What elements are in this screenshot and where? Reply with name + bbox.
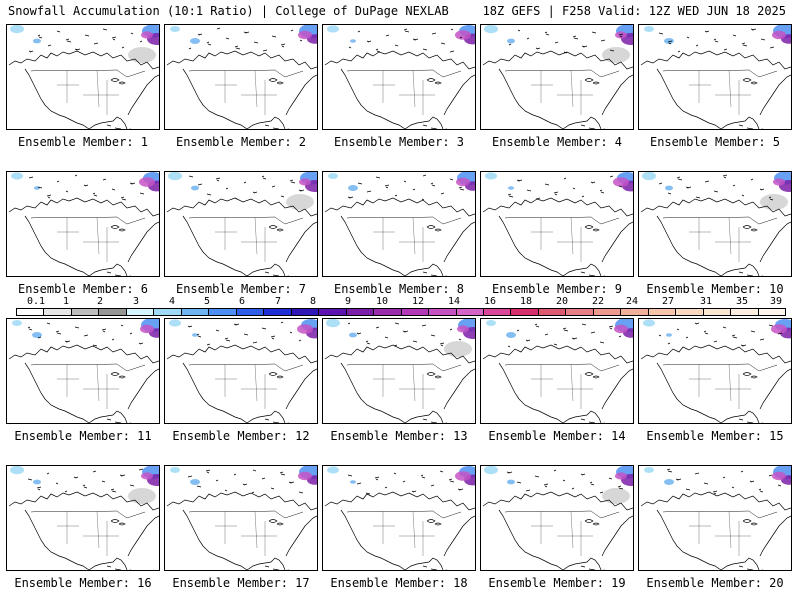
colorbar-tick-label: 27 [661,296,675,307]
colorbar-tick-label: 0.1 [26,296,46,307]
colorbar-tick-label: 3 [132,296,140,307]
colorbar-swatch [401,309,430,315]
colorbar-tick-label: 7 [274,296,282,307]
ensemble-member-label: Ensemble Member: 7 [175,282,307,296]
colorbar-swatch [154,309,182,315]
ensemble-member-label: Ensemble Member: 12 [172,429,310,443]
colorbar-swatch [44,309,72,315]
colorbar-tick-label: 1 [62,296,70,307]
colorbar-tick-label: 12 [411,296,425,307]
ensemble-map-panel [164,465,318,571]
ensemble-map-panel [164,318,318,424]
ensemble-map-panel [322,318,476,424]
colorbar-swatch [346,309,375,315]
colorbar-swatch [17,309,45,315]
ensemble-member-label: Ensemble Member: 18 [330,576,468,590]
ensemble-member-label: Ensemble Member: 15 [646,429,784,443]
ensemble-member-label: Ensemble Member: 19 [488,576,626,590]
ensemble-map-panel [322,24,476,130]
ensemble-map-panel [480,24,634,130]
colorbar-swatch [429,309,457,315]
colorbar-swatch [538,309,567,315]
ensemble-member-label: Ensemble Member: 8 [333,282,465,296]
ensemble-map-panel [638,465,792,571]
colorbar-swatch [621,309,649,315]
colorbar-tick-label: 22 [591,296,605,307]
colorbar-tick-label: 4 [168,296,176,307]
header: Snowfall Accumulation (10:1 Ratio) | Col… [0,0,800,22]
ensemble-map-panel [480,171,634,277]
colorbar: 0.1 1 2 3 4 5 6 7 8 9 10 12 14 16 18 20 22 24 27 31 35 39 [16,296,786,318]
ensemble-map-panel [6,24,160,130]
ensemble-map-panel [480,465,634,571]
ensemble-map-panel [480,318,634,424]
colorbar-swatch [593,309,622,315]
colorbar-swatch [758,309,786,315]
colorbar-swatch [511,309,539,315]
ensemble-member-label: Ensemble Member: 11 [14,429,152,443]
colorbar-tick-label: 31 [699,296,713,307]
colorbar-tick-label: 2 [96,296,104,307]
ensemble-member-label: Ensemble Member: 6 [17,282,149,296]
ensemble-member-label: Ensemble Member: 2 [175,135,307,149]
colorbar-swatch [676,309,704,315]
colorbar-swatch [483,309,512,315]
colorbar-swatch [181,309,210,315]
colorbar-tick-label: 16 [483,296,497,307]
ensemble-member-label: Ensemble Member: 9 [491,282,623,296]
colorbar-swatch [99,309,127,315]
ensemble-member-label: Ensemble Member: 5 [649,135,781,149]
colorbar-swatch [703,309,732,315]
colorbar-swatch [319,309,347,315]
colorbar-labels: 0.1 1 2 3 4 5 6 7 8 9 10 12 14 16 18 20 22 24 27 31 35 39 [16,296,784,307]
colorbar-tick-label: 6 [238,296,246,307]
colorbar-swatch [648,309,677,315]
colorbar-swatch [126,309,155,315]
valid-time-title: 18Z GEFS | F258 Valid: 12Z WED JUN 18 20… [482,4,786,18]
ensemble-map-panel [638,318,792,424]
colorbar-swatch [236,309,265,315]
colorbar-tick-label: 5 [203,296,211,307]
colorbar-tick-label: 35 [735,296,749,307]
ensemble-member-label: Ensemble Member: 10 [646,282,784,296]
colorbar-tick-label: 9 [344,296,352,307]
colorbar-swatch [264,309,292,315]
colorbar-swatch [291,309,320,315]
colorbar-swatch [209,309,237,315]
colorbar-strip [16,308,786,316]
colorbar-swatch [731,309,759,315]
ensemble-member-label: Ensemble Member: 20 [646,576,784,590]
ensemble-map-panel [6,318,160,424]
colorbar-tick-label: 8 [309,296,317,307]
ensemble-member-label: Ensemble Member: 3 [333,135,465,149]
colorbar-swatch [566,309,594,315]
colorbar-tick-label: 20 [555,296,569,307]
ensemble-member-label: Ensemble Member: 1 [17,135,149,149]
colorbar-swatch [456,309,484,315]
ensemble-member-label: Ensemble Member: 13 [330,429,468,443]
ensemble-member-label: Ensemble Member: 4 [491,135,623,149]
ensemble-map-panel [322,171,476,277]
ensemble-map-panel [638,171,792,277]
ensemble-map-panel [164,171,318,277]
ensemble-member-label: Ensemble Member: 17 [172,576,310,590]
ensemble-map-panel [322,465,476,571]
ensemble-map-panel [638,24,792,130]
ensemble-member-label: Ensemble Member: 14 [488,429,626,443]
ensemble-map-panel [164,24,318,130]
colorbar-tick-label: 10 [375,296,389,307]
colorbar-tick-label: 18 [519,296,533,307]
map-title: Snowfall Accumulation (10:1 Ratio) | Col… [8,4,449,18]
colorbar-tick-label: 39 [769,296,783,307]
colorbar-tick-label: 14 [447,296,461,307]
colorbar-swatch [374,309,402,315]
colorbar-swatch [71,309,100,315]
ensemble-map-panel [6,465,160,571]
ensemble-map-panel [6,171,160,277]
ensemble-member-label: Ensemble Member: 16 [14,576,152,590]
colorbar-tick-label: 24 [625,296,639,307]
